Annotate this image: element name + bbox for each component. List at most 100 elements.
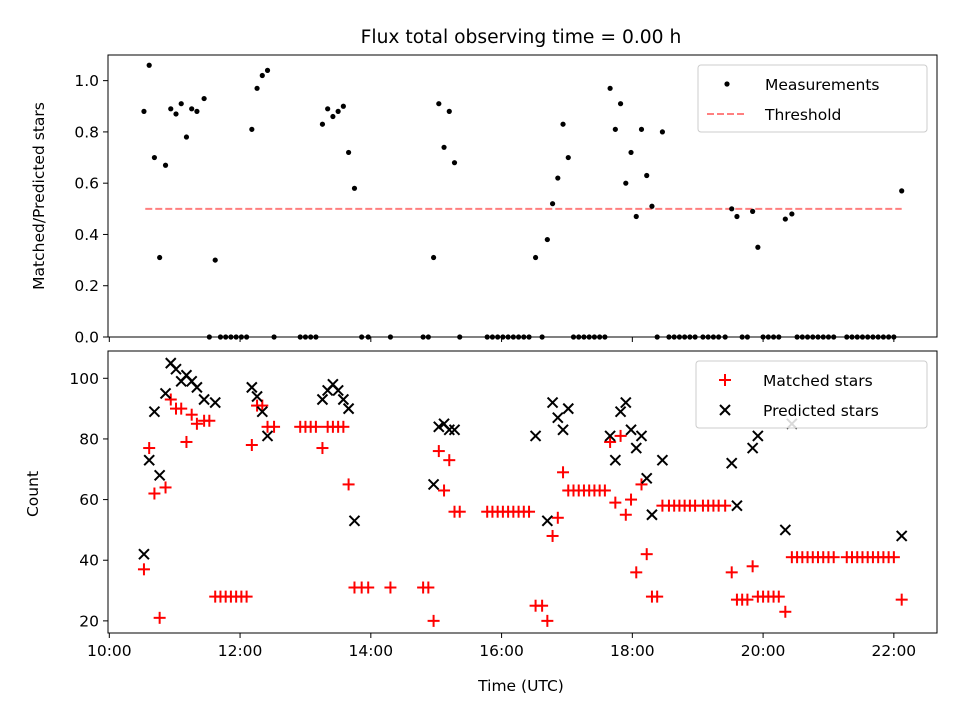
matched-star-point xyxy=(557,466,570,479)
predicted-star-point xyxy=(731,499,743,512)
predicted-star-point xyxy=(604,430,616,442)
predicted-marker-b xyxy=(779,524,792,536)
matched-star-point xyxy=(523,505,536,518)
predicted-marker-b xyxy=(209,396,221,409)
predicted-marker-b xyxy=(541,515,554,527)
matched-star-point xyxy=(895,593,908,606)
bottom-y-axis-label: Count xyxy=(24,471,42,517)
predicted-star-point xyxy=(159,387,172,400)
top-y-tick-label: 0.2 xyxy=(74,277,99,295)
measurement-point xyxy=(351,185,358,191)
predicted-marker-b xyxy=(246,381,258,394)
predicted-marker-b xyxy=(746,442,759,454)
predicted-star-point xyxy=(443,424,455,436)
matched-star-point xyxy=(384,581,397,594)
matched-star-point xyxy=(546,529,559,542)
predicted-marker-b xyxy=(342,402,355,415)
measurement-point xyxy=(189,106,195,112)
matched-star-point xyxy=(137,563,150,576)
predicted-star-point xyxy=(557,424,569,436)
predicted-marker-b xyxy=(427,478,440,491)
bottom-legend: Matched stars Predicted stars xyxy=(695,360,928,429)
matched-star-point xyxy=(619,508,632,521)
measurement-point xyxy=(633,213,639,220)
measurement-point xyxy=(212,257,218,263)
predicted-star-point xyxy=(332,384,344,397)
measurement-point xyxy=(157,254,163,261)
predicted-marker-b xyxy=(546,396,559,409)
predicted-marker-b xyxy=(557,424,569,436)
predicted-star-point xyxy=(552,412,564,424)
measurement-point xyxy=(612,126,618,132)
measurement-point xyxy=(340,103,346,109)
top-y-tick-label: 0.4 xyxy=(74,226,99,244)
measurement-point xyxy=(436,101,442,107)
predicted-marker-b xyxy=(620,396,632,409)
matched-star-point xyxy=(719,499,732,512)
predicted-marker-b xyxy=(552,412,564,424)
matched-star-point xyxy=(746,560,759,573)
matched-star-point xyxy=(598,484,611,497)
matched-star-point xyxy=(342,478,355,491)
measurement-point xyxy=(335,108,341,114)
measurement-point xyxy=(607,85,613,91)
legend-threshold-label: Threshold xyxy=(764,106,841,124)
predicted-star-point xyxy=(209,396,221,409)
predicted-marker-b xyxy=(198,393,210,406)
predicted-marker-b xyxy=(604,430,616,442)
predicted-star-point xyxy=(251,390,263,403)
predicted-marker-b xyxy=(635,430,648,442)
matched-star-point xyxy=(630,566,643,579)
matched-star-point xyxy=(779,605,792,618)
predicted-marker-b xyxy=(529,430,542,442)
predicted-marker-b xyxy=(143,454,155,466)
x-tick-label: 18:00 xyxy=(610,642,655,660)
predicted-star-point xyxy=(143,454,155,466)
predicted-star-point xyxy=(546,396,559,409)
predicted-marker-b xyxy=(438,418,450,430)
measurement-point xyxy=(259,72,265,79)
predicted-star-point xyxy=(198,393,210,406)
measurement-point xyxy=(549,201,556,207)
matched-star-point xyxy=(316,442,329,455)
measurement-point xyxy=(264,67,271,73)
top-y-tick-label: 0.0 xyxy=(74,329,99,347)
matched-star-point xyxy=(453,505,466,518)
measurement-point xyxy=(729,206,735,212)
matched-star-point xyxy=(438,484,451,497)
measurement-point xyxy=(430,254,437,261)
predicted-star-point xyxy=(246,381,258,394)
bottom-plot-frame xyxy=(107,350,938,634)
measurement-point xyxy=(451,160,458,166)
predicted-star-point xyxy=(746,442,759,454)
measurement-point xyxy=(168,106,174,112)
matched-star-point xyxy=(245,439,258,451)
predicted-marker-b xyxy=(625,424,637,436)
matched-star-point xyxy=(159,481,172,494)
matched-star-point xyxy=(143,442,156,455)
measurement-point xyxy=(644,172,650,179)
predicted-marker-b xyxy=(656,454,669,466)
predicted-marker-b xyxy=(332,384,344,397)
x-tick-label: 22:00 xyxy=(872,642,917,660)
measurement-point xyxy=(162,162,169,168)
predicted-marker-b xyxy=(895,530,908,542)
predicted-marker-b xyxy=(153,469,166,482)
legend-matched-marker xyxy=(719,374,731,386)
measurement-point xyxy=(560,121,566,127)
predicted-star-point xyxy=(342,402,355,415)
predicted-star-point xyxy=(448,424,461,436)
predicted-star-point xyxy=(153,469,166,482)
matched-star-point xyxy=(625,493,638,506)
measurement-point xyxy=(441,144,447,150)
x-tick-label: 12:00 xyxy=(218,642,263,660)
bottom-y-tick-label: 60 xyxy=(79,491,99,509)
matched-star-point xyxy=(609,496,622,509)
measurement-point xyxy=(194,108,200,114)
bottom-y-tick-label: 80 xyxy=(79,430,99,448)
measurement-point xyxy=(638,126,645,132)
bottom-panel: 10:00 12:00 14:00 16:00 18:00 20:00 22:00 20 40 6… xyxy=(24,350,938,695)
measurement-point xyxy=(532,254,539,261)
predicted-star-point xyxy=(316,393,329,406)
